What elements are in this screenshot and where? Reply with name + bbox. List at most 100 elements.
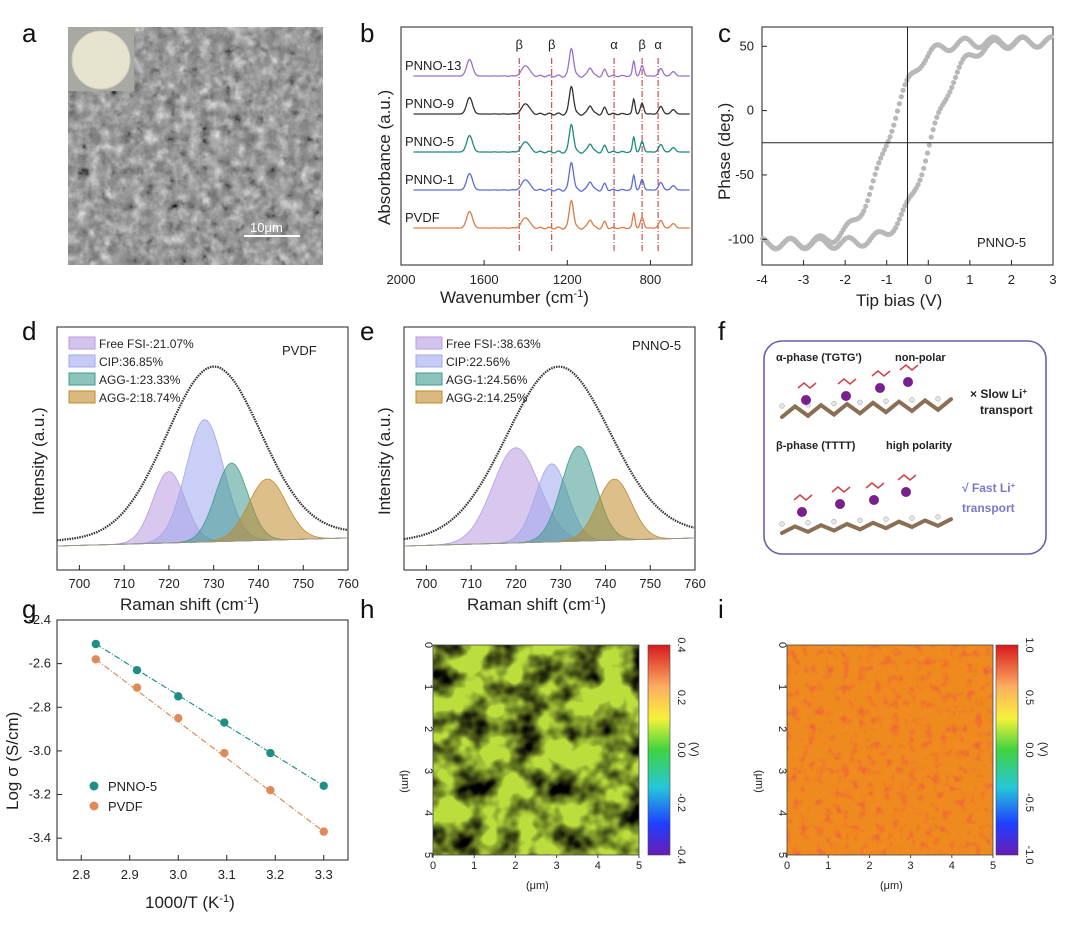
- panel-i-colorbar-tick-label: 0.0: [1023, 742, 1035, 757]
- panel-d-legend-swatch: [68, 336, 96, 350]
- panel-g-ytick-label: -2.8: [29, 699, 51, 714]
- panel-c-xtick-label: -1: [881, 272, 893, 287]
- panel-g-legend-label: PVDF: [108, 799, 143, 814]
- panel-c-xtick-label: 1: [966, 272, 973, 287]
- panel-i-frame: [786, 644, 994, 856]
- panel-b-xlabel: Wavenumber (cm-1): [440, 288, 589, 307]
- panel-c-data-point: [898, 211, 904, 218]
- panel-c-data-point: [887, 134, 893, 140]
- panel-i-colorbar: [995, 644, 1019, 856]
- panel-c-data-point: [878, 155, 884, 161]
- panel-h-colorbar-tick-label: -0.4: [675, 846, 687, 865]
- panel-i-ytick-label: 1: [776, 684, 788, 690]
- panel-i-xtick-label: 0: [784, 860, 790, 872]
- panel-c-ytick-label: -50: [735, 167, 754, 182]
- beta-phase-title: β-phase (TTTT): [776, 440, 856, 452]
- panel-c-ytick-label: -100: [728, 231, 754, 246]
- panel-g-data-point: [174, 692, 183, 701]
- panel-b-peak-label: α: [654, 37, 662, 52]
- panel-c-xtick-label: -3: [798, 272, 810, 287]
- hydrogen-atom: [883, 516, 889, 522]
- panel-b-ylabel: Absorbance (a.u.): [375, 90, 394, 225]
- hydrogen-atom: [831, 518, 837, 525]
- panel-e-legend-swatch: [415, 372, 443, 386]
- lithium-ion: [869, 495, 879, 505]
- hydrogen-atom: [935, 396, 941, 402]
- panel-c-data-point: [885, 138, 891, 145]
- panel-g-data-point: [174, 713, 183, 723]
- panel-g-data-point: [220, 748, 229, 758]
- lithium-ion: [841, 391, 851, 401]
- panel-c-data-point: [865, 198, 871, 204]
- panel-d-legend-label: Free FSI-:21.07%: [99, 337, 194, 351]
- panel-e-raman-chart: 700 710 720 730 740 750 760 Free FSI-:38.63% CI…: [375, 326, 706, 614]
- panel-e-xtick-label: 750: [639, 576, 661, 591]
- panel-g-ytick-label: -3.2: [29, 787, 51, 802]
- panel-b-peak-label: α: [610, 37, 618, 52]
- panel-label-e: e: [360, 316, 374, 346]
- panel-c-xtick-label: -2: [839, 272, 851, 287]
- panel-d-baseline: [56, 537, 349, 547]
- hydrogen-atom: [935, 514, 941, 520]
- slow-transport-label-2: transport: [980, 403, 1033, 417]
- panel-b-xtick-label: 2000: [387, 272, 416, 287]
- panel-e-legend-label: CIP:22.56%: [446, 355, 510, 369]
- panel-g-legend-marker: [89, 781, 99, 791]
- panel-g-data-point: [220, 718, 229, 727]
- panel-label-c: c: [718, 18, 731, 48]
- panel-b-series-line: [413, 161, 690, 192]
- panel-c-data-point: [894, 221, 901, 227]
- lithium-ion: [797, 507, 807, 517]
- panel-c-data-point: [1048, 34, 1054, 40]
- fast-transport-label: √ Fast Li+: [962, 481, 1016, 496]
- hydrogen-atom: [857, 399, 863, 406]
- anion-fragment: [793, 494, 813, 501]
- panel-g-ytick-label: -3.0: [29, 743, 51, 758]
- panel-c-data-point: [876, 160, 882, 166]
- panel-i-colorbar-tick-label: 1.0: [1023, 637, 1035, 652]
- panel-h-colorbar-tick-label: 0.0: [675, 742, 687, 757]
- lithium-ion: [835, 499, 845, 509]
- panel-h-xtick-label: 0: [430, 860, 436, 872]
- panel-g-xlabel: 1000/T (K-1): [145, 893, 235, 912]
- panel-i-xtick-label: 1: [825, 860, 831, 872]
- alpha-chain-molecule: [779, 364, 953, 419]
- panel-c-data-point: [881, 147, 888, 153]
- panel-d-xtick-label: 700: [69, 576, 91, 591]
- panel-label-a: a: [22, 18, 37, 48]
- panel-h-xtick-label: 3: [554, 860, 560, 872]
- panel-e-xlabel: Raman shift (cm-1): [467, 595, 606, 614]
- alpha-phase-desc: non-polar: [895, 352, 946, 364]
- panel-c-data-point: [870, 178, 876, 184]
- panel-labels: a b c d e f g h i: [22, 18, 731, 624]
- panel-g-frame: [56, 619, 349, 861]
- panel-i-colorbar-tick-label: 0.5: [1023, 690, 1035, 705]
- panel-b-xtick-label: 1200: [553, 272, 582, 287]
- panel-c-xtick-label: 0: [925, 272, 932, 287]
- lithium-ion: [801, 395, 811, 405]
- panel-c-data-point: [883, 143, 889, 149]
- panel-f-schematic: α-phase (TGTG') non-polar × Slow Li+ tra…: [763, 340, 1047, 555]
- panel-g-data-point: [319, 781, 328, 791]
- panel-g-xtick-label: 3.0: [169, 867, 187, 882]
- panel-h-colorbar-tick-label: 0.2: [675, 690, 687, 705]
- panel-i-ytick-label: 5: [776, 852, 788, 858]
- panel-g-xtick-label: 3.3: [315, 867, 333, 882]
- panel-h-frame: [432, 644, 640, 856]
- lithium-ion: [903, 377, 913, 387]
- panel-e-xtick-label: 710: [460, 576, 482, 591]
- panel-b-series-label: PVDF: [405, 210, 440, 225]
- panel-h-ytick-label: 0: [422, 642, 434, 648]
- panel-d-xtick-label: 750: [292, 576, 314, 591]
- panel-c-data-point: [936, 109, 942, 116]
- beta-phase-desc: high polarity: [886, 440, 953, 452]
- panel-e-envelope-line: [403, 365, 695, 541]
- panel-h-ytick-label: 1: [422, 684, 434, 690]
- hydrogen-atom: [805, 520, 811, 526]
- polymer-backbone: [780, 517, 953, 535]
- panel-h-colorbar-tick-label: 0.4: [675, 637, 687, 652]
- panel-e-annotation: PNNO-5: [632, 338, 681, 353]
- fast-transport-label-2: transport: [962, 501, 1015, 515]
